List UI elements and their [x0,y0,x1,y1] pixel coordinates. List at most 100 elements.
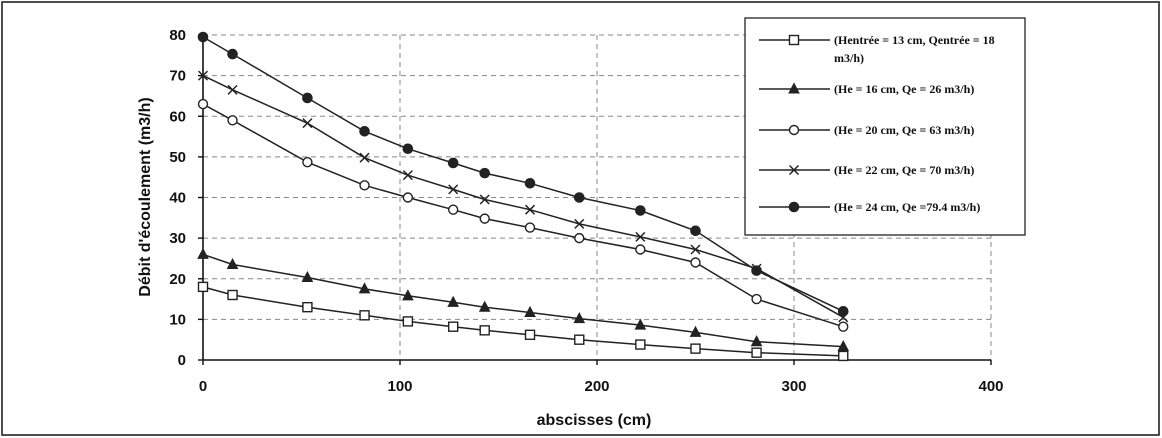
data-point [358,282,371,294]
data-point [226,257,239,270]
data-point [197,98,209,110]
x-tick-label: 100 [387,378,412,395]
data-point [359,125,370,137]
data-point [524,305,536,317]
series-3 [197,98,849,332]
legend-label: (He = 16 cm, Qe = 26 m3/h) [834,82,974,96]
data-point [448,184,459,195]
data-point [302,301,313,313]
legend-entry: (Hentrée = 13 cm, Qentrée = 18 m3/h) [759,33,995,65]
y-tick-label: 70 [169,68,186,85]
legend-marker [788,164,800,176]
y-tick-label: 0 [178,352,186,369]
data-point [447,204,459,215]
data-point [197,247,209,259]
series-5 [197,31,849,317]
data-point [524,222,536,233]
legend-entry: (He = 20 cm, Qe = 63 m3/h) [759,123,974,137]
data-point [574,218,585,229]
data-point [838,350,849,362]
data-point [447,157,459,169]
x-tick-labels: 0 100 200 300 400 [199,360,1004,395]
data-point [837,340,850,352]
data-point [635,205,646,216]
legend: (Hentrée = 13 cm, Qentrée = 18 m3/h) (He =… [744,17,1026,236]
data-point [227,289,238,301]
data-point [479,194,490,205]
data-point [479,213,490,224]
x-tick-label: 400 [978,378,1003,395]
y-tick-label: 50 [169,149,186,166]
data-point [447,321,459,332]
legend-label: (Hentrée = 13 cm, Qentrée = 18 [834,33,995,47]
legend-marker [788,201,800,213]
data-point [690,343,701,354]
y-tick-label: 40 [169,190,186,207]
data-point [227,84,238,95]
data-point [227,115,238,126]
data-point [359,180,370,191]
data-point [690,244,701,255]
data-point [302,92,313,104]
y-tick-label: 80 [169,27,186,44]
data-point [478,300,491,312]
data-point [479,325,490,336]
series-2 [197,247,850,352]
data-point [634,318,647,330]
data-point [197,31,209,43]
y-tick-label: 10 [169,311,186,328]
y-tick-label: 20 [169,271,186,288]
data-point [402,192,414,203]
data-point [751,265,762,276]
data-point [359,152,370,163]
data-point [751,293,762,305]
series-1 [197,281,849,362]
data-point [447,295,460,307]
y-axis-title: Débit d'écoulement (m3/h) [137,97,154,296]
data-point [402,143,414,155]
y-tick-label: 60 [169,108,186,125]
legend-label: (He = 20 cm, Qe = 63 m3/h) [834,123,974,137]
legend-marker [788,82,800,94]
data-point [635,244,646,255]
data-point [227,48,238,60]
data-point [690,225,701,237]
data-point [574,334,585,345]
legend-marker [788,34,800,46]
data-point [402,170,413,181]
legend-label: (He = 24 cm, Qe =79.4 m3/h) [834,200,980,214]
data-point [573,192,585,203]
legend-entry: (He = 24 cm, Qe =79.4 m3/h) [759,200,980,214]
data-point [479,167,491,179]
data-point [402,316,414,327]
x-tick-label: 200 [584,378,609,395]
data-point [635,231,646,242]
data-point [573,311,586,324]
x-axis-title: abscisses (cm) [537,412,652,429]
data-point [574,232,585,244]
data-point [524,177,536,189]
data-point [301,270,314,283]
data-point [838,321,849,332]
legend-label: m3/h) [834,51,864,65]
data-point [524,204,536,215]
legend-entry: (He = 16 cm, Qe = 26 m3/h) [759,82,974,96]
legend-label: (He = 22 cm, Qe = 70 m3/h) [834,163,974,177]
y-tick-labels: 0 10 20 30 40 50 60 70 80 [169,27,203,369]
y-tick-label: 30 [169,230,186,247]
data-point [689,325,702,337]
data-point [302,118,313,129]
legend-entry: (He = 22 cm, Qe = 70 m3/h) [759,163,974,177]
data-point [197,281,209,293]
data-point [837,305,849,317]
data-point [197,70,209,81]
data-point [359,310,370,321]
data-point [750,335,763,347]
data-point [402,289,414,301]
data-point [302,156,313,168]
data-point [690,257,701,268]
data-point [635,339,646,350]
data-point [524,329,536,341]
series-lines [197,31,850,362]
